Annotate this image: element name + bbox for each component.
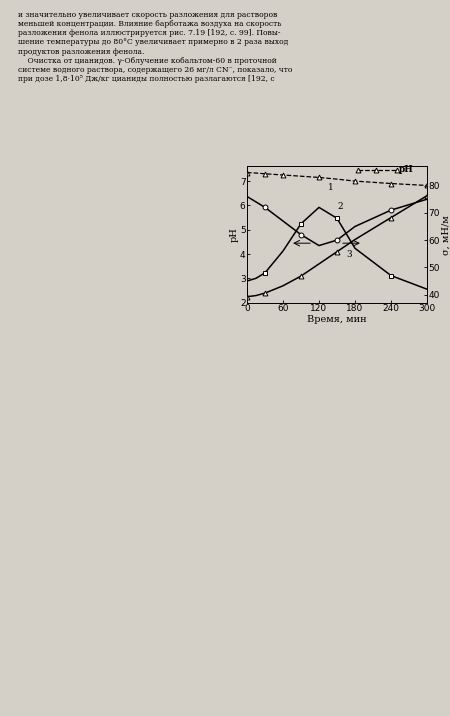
- X-axis label: Время, мин: Время, мин: [307, 314, 367, 324]
- Y-axis label: σ, мН/м: σ, мН/м: [441, 215, 450, 254]
- Text: 2: 2: [337, 202, 342, 211]
- Text: 3: 3: [346, 250, 351, 258]
- Text: pH: pH: [399, 165, 414, 173]
- Text: и значительно увеличивает скорость разложения для растворов
меньшей концентрации: и значительно увеличивает скорость разло…: [18, 11, 292, 83]
- Y-axis label: pH: pH: [230, 227, 238, 242]
- Text: 1: 1: [328, 183, 334, 193]
